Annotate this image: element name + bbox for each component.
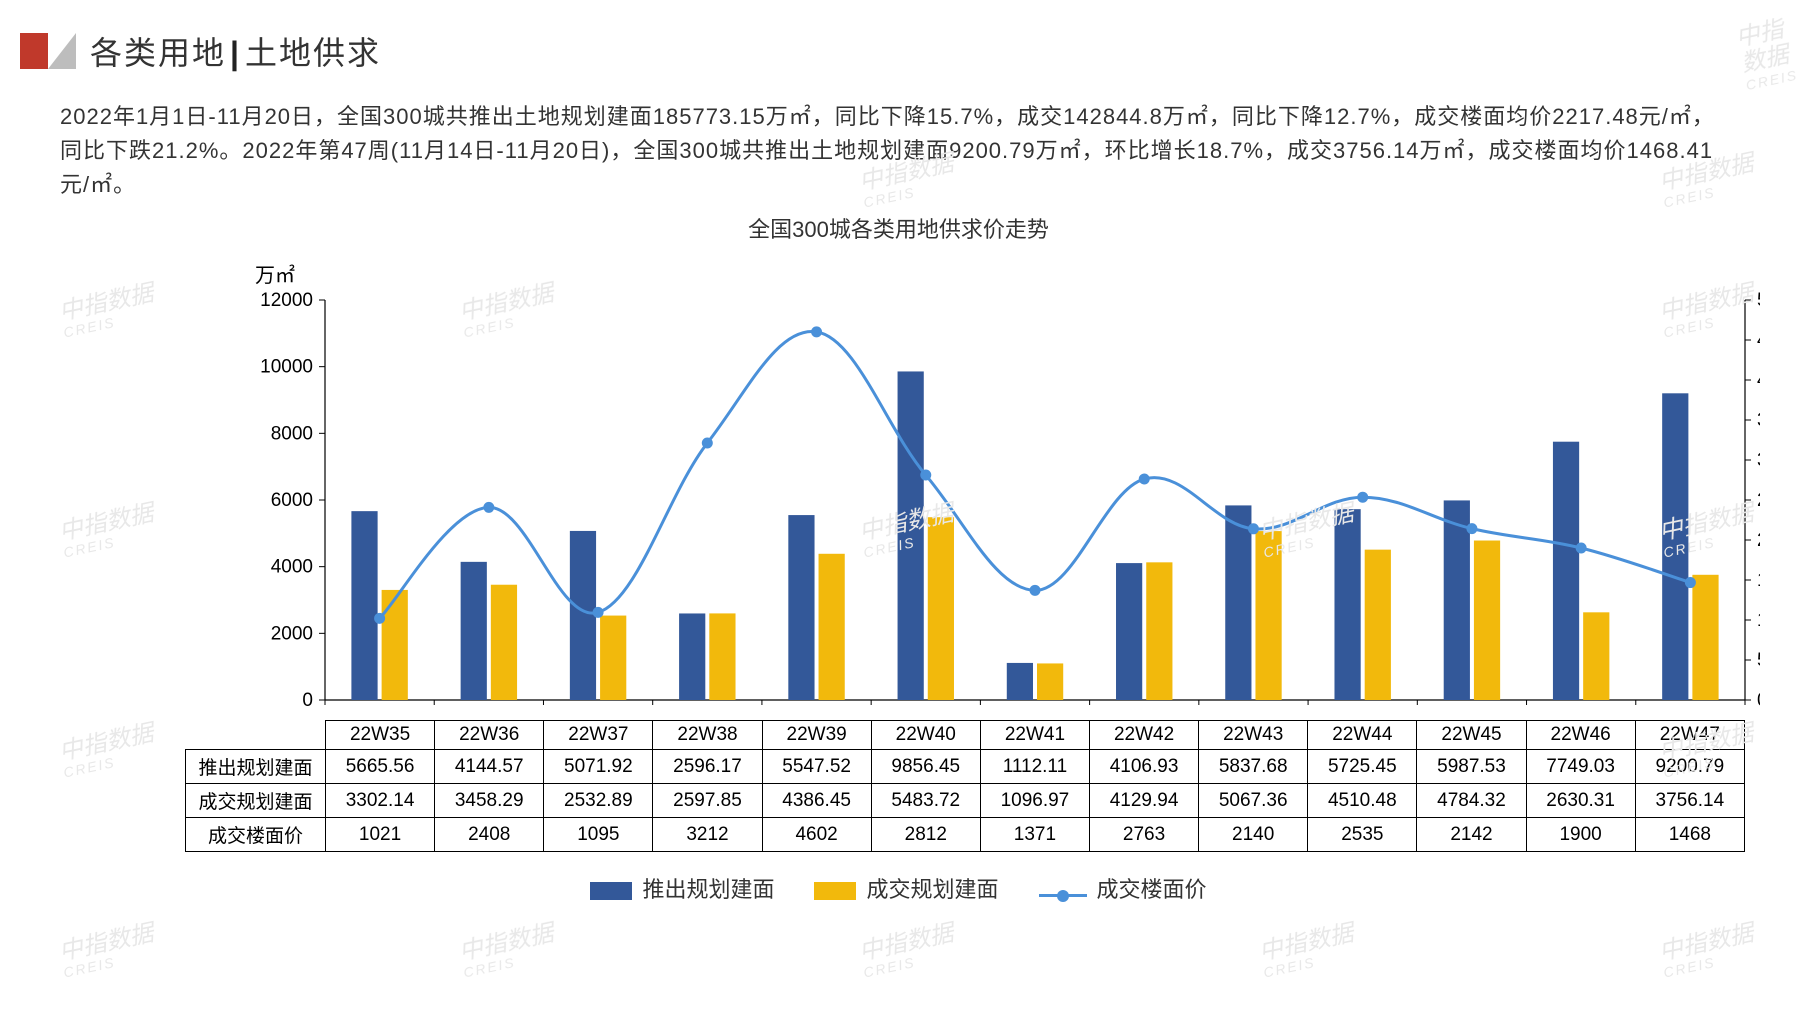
table-cell: 2596.17 — [653, 750, 762, 784]
table-cell: 3302.14 — [326, 784, 435, 818]
svg-text:3500: 3500 — [1757, 410, 1760, 431]
data-table: 22W3522W3622W3722W3822W3922W4022W4122W42… — [185, 720, 1745, 852]
table-cell: 4386.45 — [762, 784, 871, 818]
table-cell: 2408 — [435, 818, 544, 852]
watermark: 中指数据CREIS — [57, 920, 160, 981]
title-separator: | — [230, 35, 241, 71]
table-cell: 2812 — [871, 818, 980, 852]
table-cell: 4129.94 — [1089, 784, 1198, 818]
chart-legend: 推出规划建面 成交规划建面 成交楼面价 — [60, 872, 1737, 904]
table-cell: 2597.85 — [653, 784, 762, 818]
table-cell: 5067.36 — [1199, 784, 1308, 818]
table-cell: 4602 — [762, 818, 871, 852]
table-cell: 4510.48 — [1308, 784, 1417, 818]
table-col-header: 22W44 — [1308, 721, 1417, 750]
table-cell: 2630.31 — [1526, 784, 1635, 818]
table-row-header: 推出规划建面 — [186, 750, 326, 784]
table-cell: 5665.56 — [326, 750, 435, 784]
svg-text:1500: 1500 — [1757, 570, 1760, 591]
table-cell: 4784.32 — [1417, 784, 1526, 818]
table-cell: 1095 — [544, 818, 653, 852]
legend-label: 推出规划建面 — [642, 877, 774, 902]
legend-item-launch: 推出规划建面 — [590, 872, 774, 904]
table-cell: 4144.57 — [435, 750, 544, 784]
table-col-header: 22W38 — [653, 721, 762, 750]
table-cell: 1112.11 — [980, 750, 1089, 784]
svg-text:3000: 3000 — [1757, 450, 1760, 471]
title-row: 各类用地|土地供求 — [20, 28, 1737, 74]
table-cell: 5483.72 — [871, 784, 980, 818]
svg-text:10000: 10000 — [260, 357, 313, 378]
page-title: 各类用地|土地供求 — [90, 28, 381, 74]
table-cell: 3458.29 — [435, 784, 544, 818]
title-left: 各类用地 — [90, 35, 226, 71]
table-col-header: 22W41 — [980, 721, 1089, 750]
legend-label: 成交楼面价 — [1097, 877, 1207, 902]
svg-text:500: 500 — [1757, 650, 1760, 671]
table-col-header: 22W35 — [326, 721, 435, 750]
table-col-header: 22W42 — [1089, 721, 1198, 750]
table-cell: 3212 — [653, 818, 762, 852]
table-cell: 5837.68 — [1199, 750, 1308, 784]
table-cell: 5547.52 — [762, 750, 871, 784]
table-cell: 1371 — [980, 818, 1089, 852]
svg-text:0: 0 — [302, 690, 313, 711]
chart-title: 全国300城各类用地供求价走势 — [60, 212, 1737, 244]
table-col-header: 22W46 — [1526, 721, 1635, 750]
svg-text:万㎡: 万㎡ — [255, 263, 295, 287]
table-cell: 7749.03 — [1526, 750, 1635, 784]
table-col-header: 22W39 — [762, 721, 871, 750]
table-cell: 5987.53 — [1417, 750, 1526, 784]
legend-item-price: 成交楼面价 — [1039, 872, 1207, 904]
table-cell: 2535 — [1308, 818, 1417, 852]
combo-chart: 0200040006000800010000120000500100015002… — [60, 250, 1737, 720]
table-row-header: 成交楼面价 — [186, 818, 326, 852]
table-col-header: 22W36 — [435, 721, 544, 750]
table-cell: 5725.45 — [1308, 750, 1417, 784]
svg-text:2000: 2000 — [271, 624, 313, 645]
table-corner — [186, 721, 326, 750]
table-col-header: 22W47 — [1635, 721, 1744, 750]
table-col-header: 22W45 — [1417, 721, 1526, 750]
table-cell: 2532.89 — [544, 784, 653, 818]
svg-text:4000: 4000 — [1757, 370, 1760, 391]
watermark: 中指数据CREIS — [1257, 920, 1360, 981]
chart-svg: 0 2000 4000 6000 8000 10000 12000 0 500 1000 1500 2… — [60, 250, 1760, 720]
table-col-header: 22W37 — [544, 721, 653, 750]
table-col-header: 22W43 — [1199, 721, 1308, 750]
watermark: 中指数据CREIS — [457, 920, 560, 981]
summary-paragraph: 2022年1月1日-11月20日，全国300城共推出土地规划建面185773.1… — [60, 100, 1737, 202]
svg-text:4000: 4000 — [271, 557, 313, 578]
watermark: 中指数据CREIS — [1657, 920, 1760, 981]
table-cell: 9856.45 — [871, 750, 980, 784]
svg-text:1000: 1000 — [1757, 610, 1760, 631]
table-cell: 2763 — [1089, 818, 1198, 852]
svg-text:4500: 4500 — [1757, 330, 1760, 351]
table-cell: 4106.93 — [1089, 750, 1198, 784]
logo-icon — [20, 33, 76, 69]
svg-text:2500: 2500 — [1757, 490, 1760, 511]
svg-text:2000: 2000 — [1757, 530, 1760, 551]
table-col-header: 22W40 — [871, 721, 980, 750]
table-cell: 2140 — [1199, 818, 1308, 852]
legend-label: 成交规划建面 — [866, 877, 998, 902]
table-cell: 1900 — [1526, 818, 1635, 852]
table-cell: 2142 — [1417, 818, 1526, 852]
svg-text:12000: 12000 — [260, 290, 313, 311]
table-cell: 3756.14 — [1635, 784, 1744, 818]
svg-text:5000: 5000 — [1757, 290, 1760, 311]
legend-item-deal: 成交规划建面 — [814, 872, 998, 904]
table-cell: 1468 — [1635, 818, 1744, 852]
table-cell: 9200.79 — [1635, 750, 1744, 784]
title-right: 土地供求 — [245, 35, 381, 71]
svg-text:8000: 8000 — [271, 424, 313, 445]
table-cell: 5071.92 — [544, 750, 653, 784]
table-cell: 1021 — [326, 818, 435, 852]
svg-text:0: 0 — [1757, 690, 1760, 711]
table-cell: 1096.97 — [980, 784, 1089, 818]
table-row-header: 成交规划建面 — [186, 784, 326, 818]
watermark: 中指数据CREIS — [857, 920, 960, 981]
svg-text:6000: 6000 — [271, 490, 313, 511]
